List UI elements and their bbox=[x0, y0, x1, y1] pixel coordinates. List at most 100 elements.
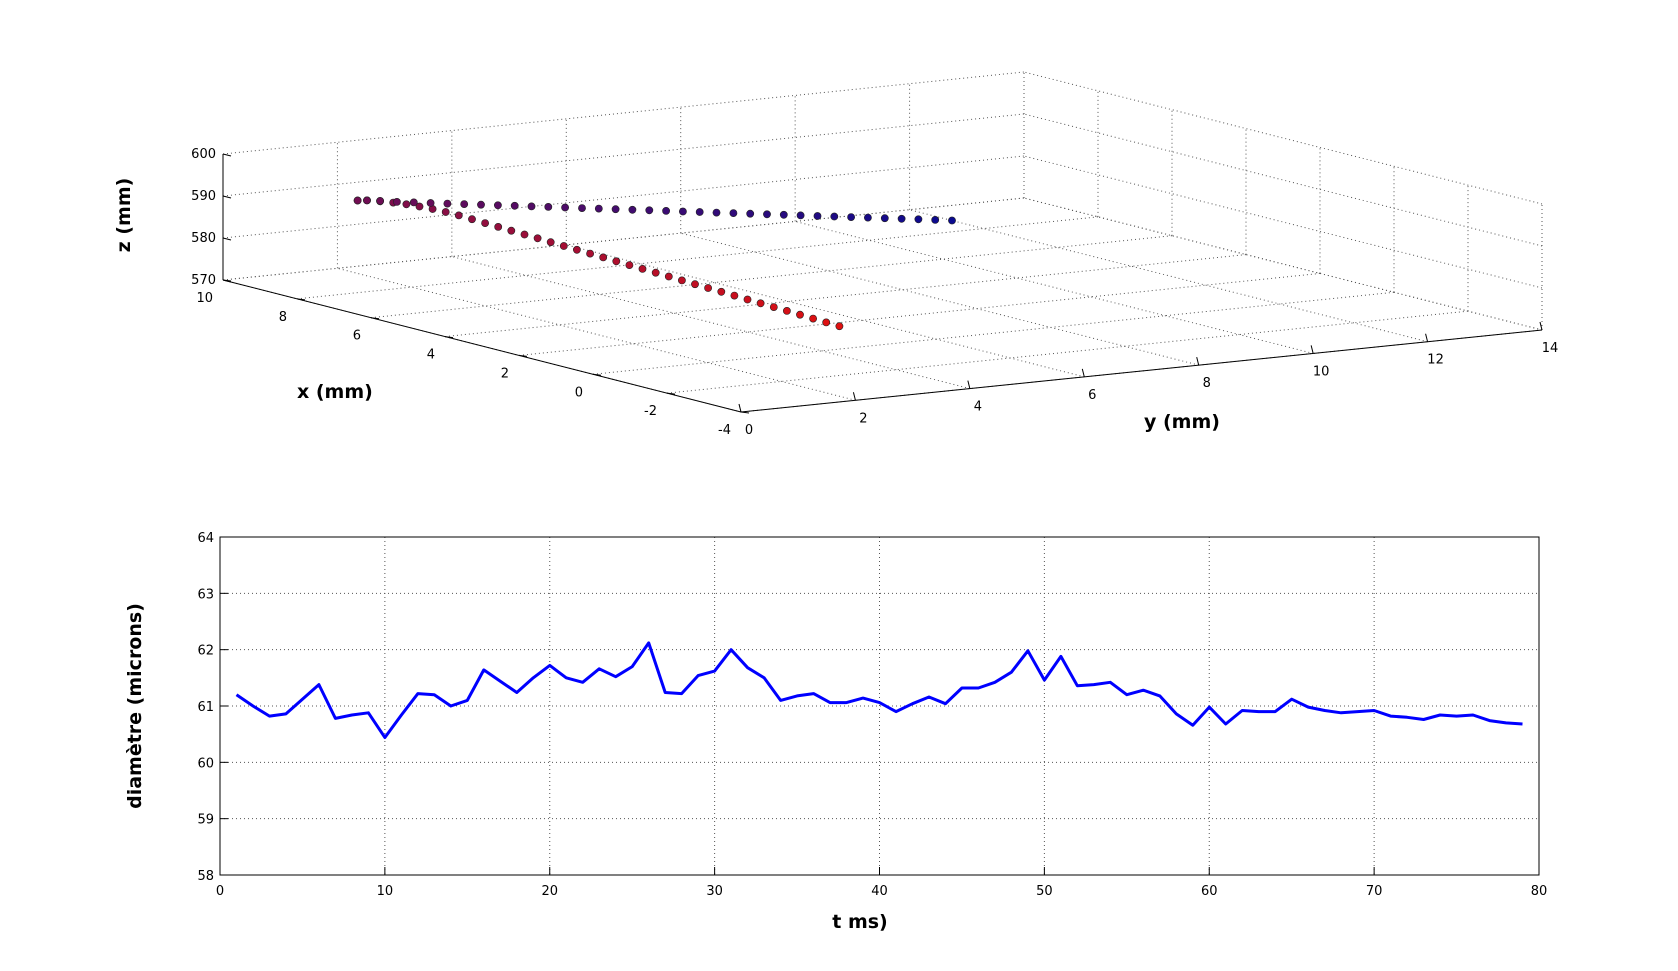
3d-trajectory-points bbox=[353, 196, 956, 331]
y-tick-label: 64 bbox=[197, 531, 214, 546]
trajectory-point bbox=[779, 210, 788, 219]
trajectory-point bbox=[441, 208, 450, 216]
x-tick-label-3d: 2 bbox=[501, 366, 509, 381]
y-tick-label-3d: 4 bbox=[974, 400, 982, 415]
y-tick-label-3d: 14 bbox=[1542, 341, 1559, 356]
trajectory-point bbox=[783, 306, 791, 315]
3d-tick-labels: -4 -2 0 2 4 6 8 10 0 2 4 6 8 10 12 14 570 580 590 600 bbox=[191, 147, 1558, 438]
trajectory-point bbox=[931, 215, 940, 224]
x-tick-label: 80 bbox=[1531, 884, 1548, 899]
y-axis-label-2d: diamètre (microns) bbox=[124, 603, 146, 809]
z-tick-label-3d: 570 bbox=[191, 273, 216, 288]
z-axis-label-3d: z (mm) bbox=[113, 178, 135, 253]
y-tick-label-3d: 12 bbox=[1427, 353, 1444, 368]
floor-grid-line bbox=[518, 272, 1321, 356]
z-tick-mark-3d bbox=[222, 153, 232, 157]
side-wall-grid-line bbox=[1023, 155, 1543, 289]
x-tick-label-3d: -4 bbox=[718, 423, 731, 438]
floor-grid-line bbox=[680, 232, 1199, 366]
trajectory-3d-plot: -4 -2 0 2 4 6 8 10 0 2 4 6 8 10 12 14 570 580 590 600 x (mm… bbox=[113, 71, 1558, 438]
trajectory-point bbox=[704, 284, 712, 292]
z-tick-label-3d: 590 bbox=[191, 189, 216, 204]
x-tick-mark-3d bbox=[666, 392, 676, 395]
trajectory-point bbox=[415, 202, 424, 211]
y-axis-line-3d bbox=[740, 329, 1543, 413]
trajectory-point bbox=[481, 219, 489, 227]
trajectory-point bbox=[691, 280, 699, 289]
floor-grid-line bbox=[666, 310, 1469, 394]
y-tick-mark-3d bbox=[738, 403, 742, 413]
x-tick-mark-3d bbox=[296, 298, 306, 301]
x-tick-mark-3d bbox=[740, 411, 750, 414]
trajectory-point bbox=[717, 287, 726, 296]
trajectory-point bbox=[809, 314, 817, 323]
floor-grid-line bbox=[566, 244, 1085, 378]
trajectory-point bbox=[730, 291, 739, 300]
trajectory-point bbox=[544, 202, 553, 211]
trajectory-point bbox=[897, 214, 906, 223]
floor-grid-line bbox=[795, 220, 1314, 354]
y-tick-label-3d: 8 bbox=[1203, 376, 1211, 391]
x-tick-label-3d: -2 bbox=[644, 404, 657, 419]
y-tick-label-3d: 6 bbox=[1088, 388, 1096, 403]
y-tick-mark-3d bbox=[852, 392, 856, 401]
trajectory-point bbox=[510, 201, 519, 210]
side-wall-grid-line bbox=[1023, 113, 1543, 247]
trajectory-point bbox=[625, 261, 634, 269]
trajectory-point bbox=[494, 222, 503, 231]
trajectory-point bbox=[376, 196, 384, 205]
trajectory-point bbox=[948, 216, 956, 225]
trajectory-point bbox=[599, 253, 608, 262]
y-tick-mark-3d bbox=[1196, 357, 1200, 366]
trajectory-point bbox=[586, 249, 594, 258]
y-tick-label: 62 bbox=[197, 644, 214, 659]
trajectory-point bbox=[520, 230, 529, 239]
x-axis-label-2d: t ms) bbox=[832, 911, 888, 933]
y-tick-mark-3d bbox=[1425, 333, 1429, 342]
y-tick-label: 63 bbox=[197, 587, 214, 602]
floor-grid-line bbox=[909, 209, 1428, 343]
y-tick-mark-3d bbox=[1310, 345, 1314, 354]
x-tick-label: 60 bbox=[1201, 884, 1218, 899]
x-tick-label-3d: 10 bbox=[196, 291, 213, 306]
x-axis-label-3d: x (mm) bbox=[297, 381, 373, 403]
trajectory-point bbox=[578, 204, 586, 212]
y-tick-label: 60 bbox=[197, 756, 214, 771]
trajectory-point bbox=[402, 200, 411, 209]
trajectory-point bbox=[363, 196, 371, 205]
trajectory-point bbox=[527, 202, 536, 211]
trajectory-point bbox=[454, 211, 463, 220]
trajectory-point bbox=[769, 303, 778, 311]
trajectory-point bbox=[651, 268, 660, 277]
trajectory-point bbox=[426, 199, 435, 207]
x-tick-label-3d: 0 bbox=[575, 385, 583, 400]
trajectory-point bbox=[645, 206, 654, 215]
z-tick-label-3d: 580 bbox=[191, 231, 216, 246]
x-tick-label-3d: 4 bbox=[427, 348, 435, 363]
x-tick-label: 20 bbox=[541, 884, 558, 899]
trajectory-point bbox=[813, 212, 822, 220]
trajectory-point bbox=[460, 200, 469, 208]
side-wall-grid-line bbox=[1023, 71, 1543, 205]
trajectory-point bbox=[678, 276, 686, 285]
y-tick-mark-3d bbox=[1081, 368, 1085, 377]
trajectory-point bbox=[533, 234, 542, 243]
trajectory-point bbox=[611, 205, 620, 214]
diameter-line-plot: 0 10 20 30 40 50 60 70 80 58 59 60 61 62 63 64 t ms) di… bbox=[124, 531, 1547, 933]
2d-grid bbox=[220, 537, 1539, 875]
trajectory-point bbox=[914, 215, 923, 224]
trajectory-point bbox=[695, 208, 704, 216]
x-tick-mark-3d bbox=[444, 336, 454, 339]
diameter-series-line bbox=[235, 641, 1523, 739]
x-tick-mark-3d bbox=[370, 317, 380, 320]
trajectory-point bbox=[847, 213, 855, 221]
floor-grid-line bbox=[592, 291, 1395, 375]
x-tick-label: 0 bbox=[216, 884, 224, 899]
trajectory-point bbox=[664, 272, 673, 281]
trajectory-point bbox=[796, 310, 804, 319]
trajectory-point bbox=[756, 299, 765, 308]
trajectory-point bbox=[392, 197, 401, 206]
trajectory-point bbox=[628, 205, 637, 214]
3d-grid bbox=[222, 71, 1543, 413]
y-tick-label-3d: 0 bbox=[745, 423, 753, 438]
